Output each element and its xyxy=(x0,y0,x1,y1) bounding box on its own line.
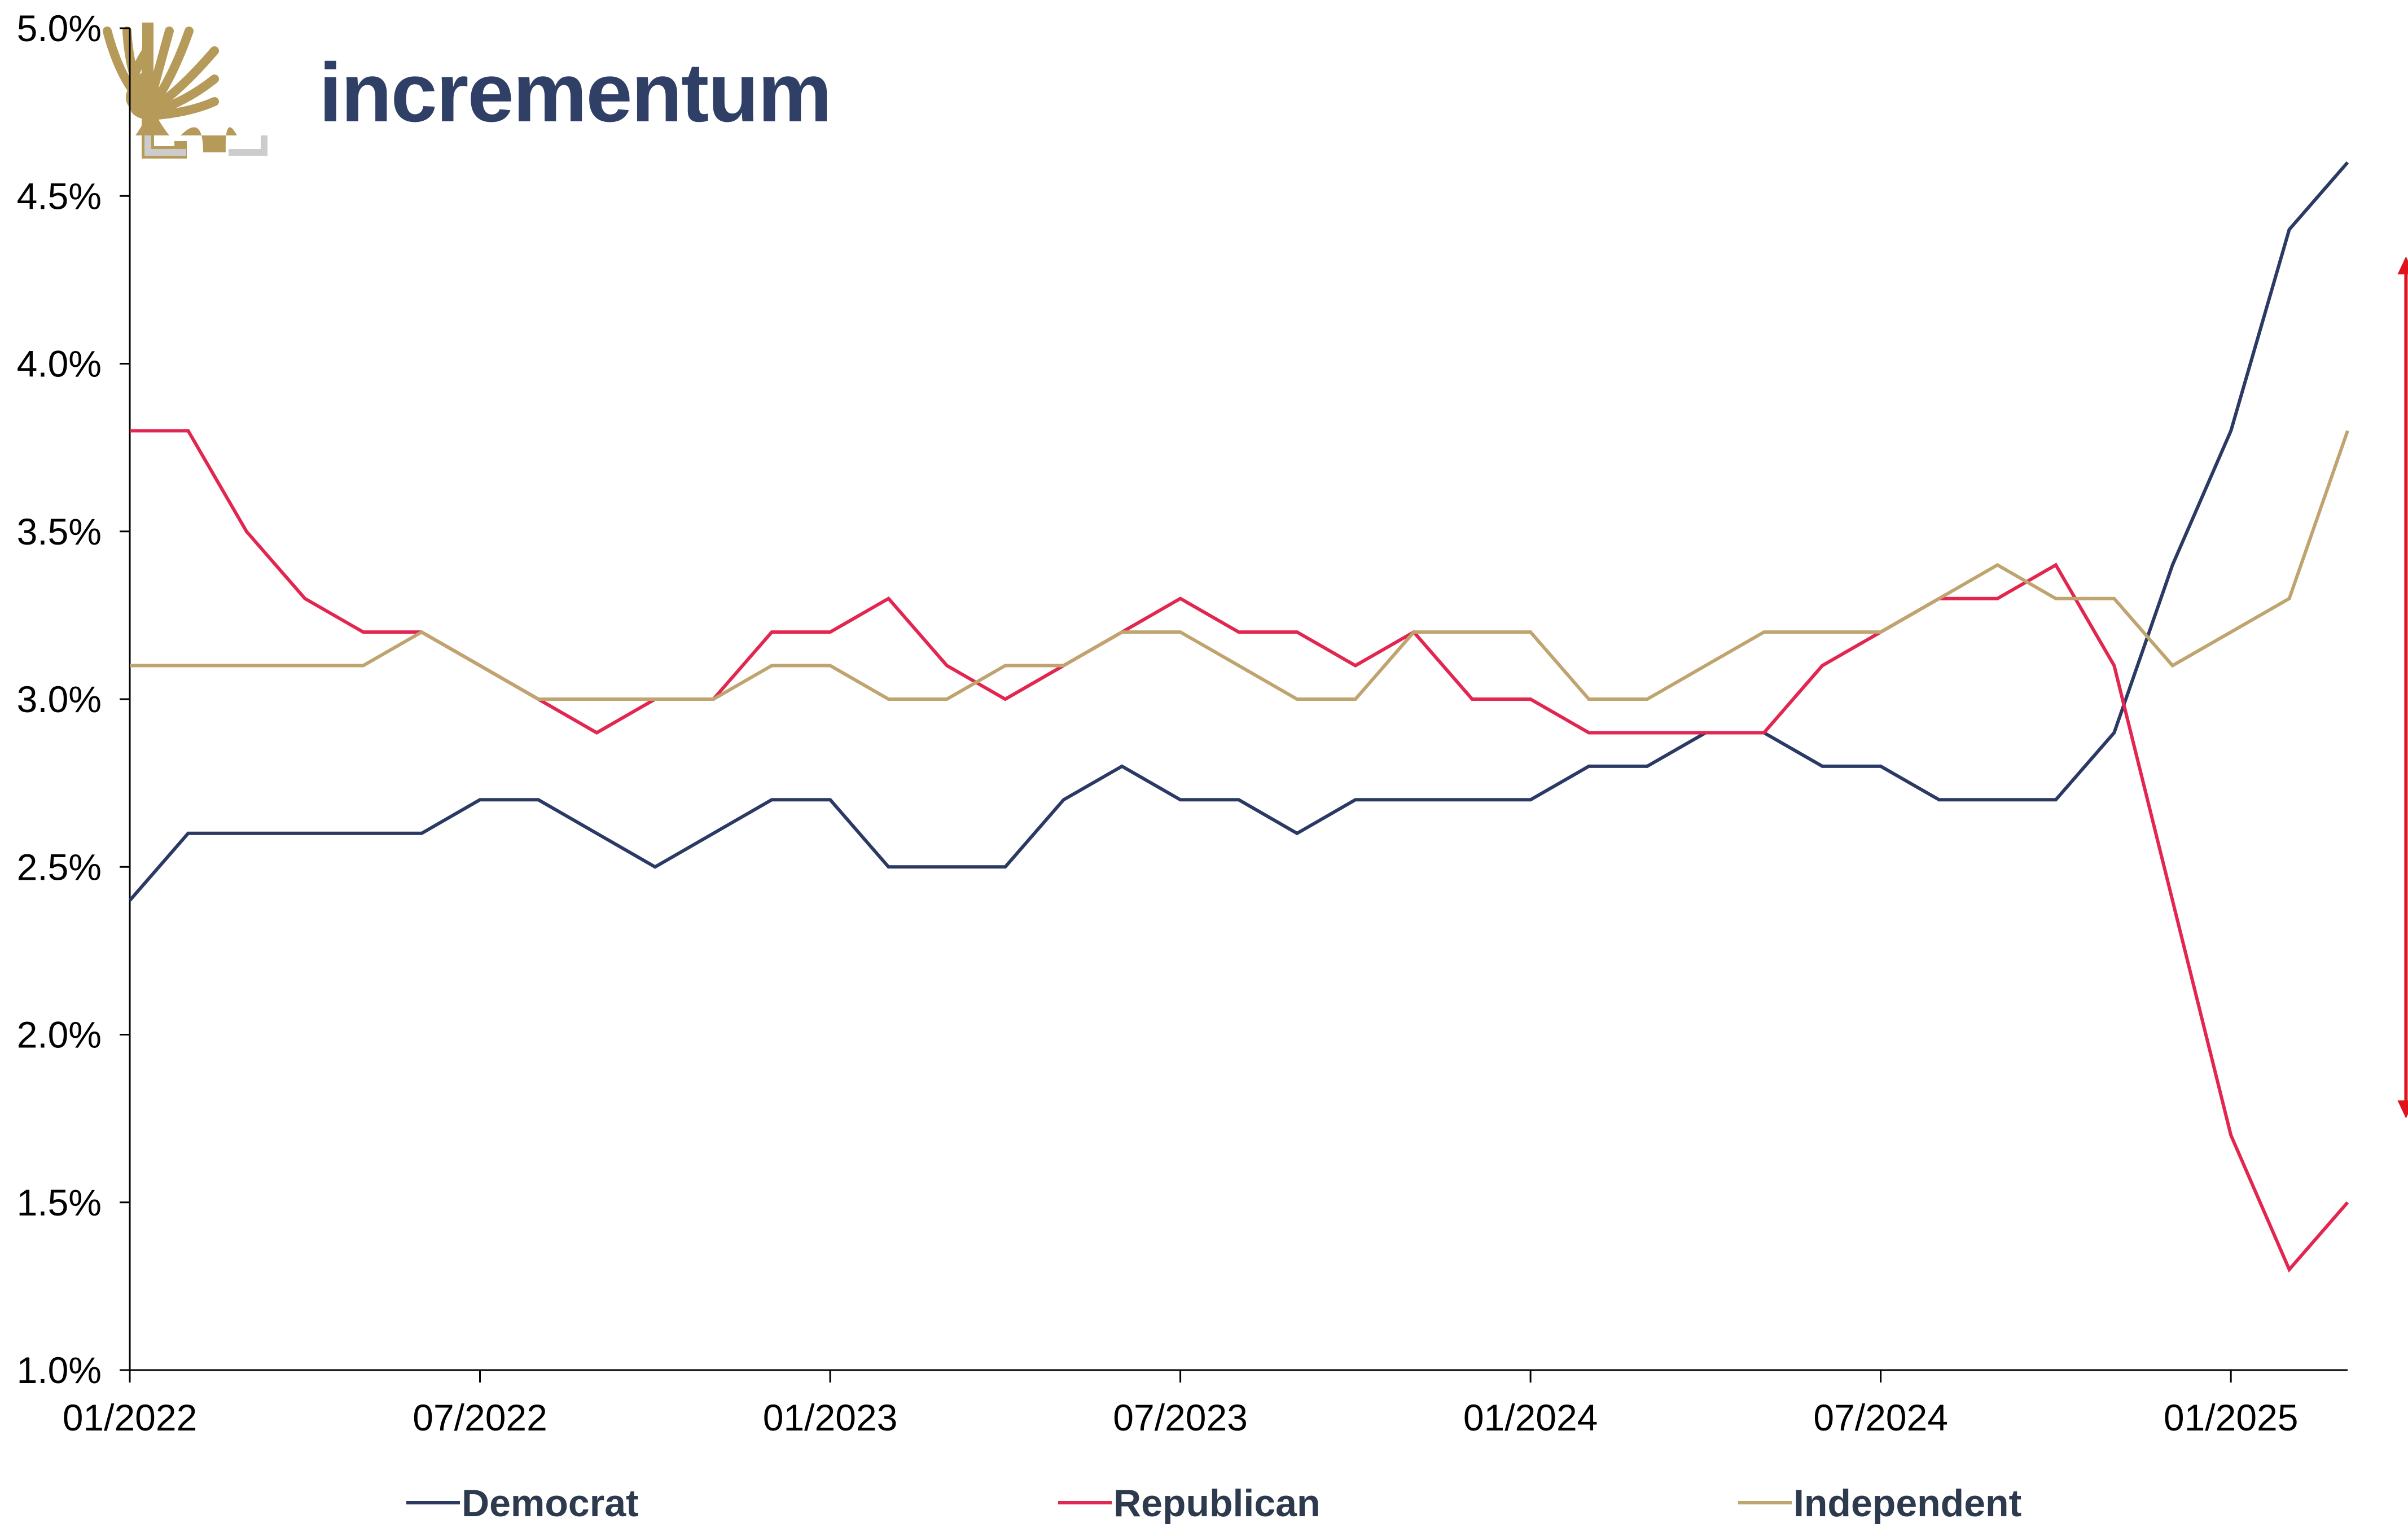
tree-logo-icon xyxy=(103,23,267,159)
tree-branch-4 xyxy=(147,27,194,112)
gap-arrow-head-up xyxy=(2397,256,2408,275)
y-tick-label: 2.5% xyxy=(17,846,102,888)
tree-branch-10 xyxy=(147,97,219,120)
y-tick-label: 4.0% xyxy=(17,343,102,385)
frame-left xyxy=(144,135,186,156)
x-tick-label: 01/2023 xyxy=(763,1397,898,1438)
x-tick-label: 07/2024 xyxy=(1813,1397,1948,1438)
x-tick-label: 01/2024 xyxy=(1463,1397,1598,1438)
legend-item-republican: Republican xyxy=(1058,1482,1321,1525)
x-tick-label: 07/2022 xyxy=(413,1397,547,1438)
frame-right xyxy=(229,135,267,156)
tree-roots xyxy=(181,127,237,152)
y-tick-label: 1.0% xyxy=(17,1349,102,1391)
tree-branch-5 xyxy=(147,46,219,115)
y-tick-label: 5.0% xyxy=(17,7,102,49)
independent-series-line xyxy=(130,430,2349,701)
legend-item-democrat: Democrat xyxy=(406,1482,639,1525)
republican-series-line xyxy=(130,429,2349,1273)
gap-arrow-head-down xyxy=(2397,1100,2408,1119)
y-tick-label: 4.5% xyxy=(17,175,102,217)
tree-branch-8 xyxy=(147,74,219,117)
y-tick-label: 1.5% xyxy=(17,1182,102,1223)
series-layer xyxy=(128,161,2349,1273)
legend: Democrat Republican Independent xyxy=(406,1482,2021,1525)
axes: 1.0% 1.5% 2.0% 2.5% 3.0% 3.5% 4.0% 4.5% 5.0% 01/2… xyxy=(17,7,2348,1438)
republican-legend-label: Republican xyxy=(1113,1482,1321,1525)
x-tick-label: 07/2023 xyxy=(1113,1397,1248,1438)
annotation-layer xyxy=(2397,256,2408,1119)
x-tick-label: 01/2022 xyxy=(63,1397,198,1438)
independent-legend-label: Independent xyxy=(1793,1482,2021,1525)
democrat-legend-label: Democrat xyxy=(462,1482,639,1525)
y-tick-label: 3.5% xyxy=(17,511,102,552)
democrat-series-line xyxy=(128,161,2349,902)
y-tick-label: 3.0% xyxy=(17,678,102,720)
incrementum-logo: incrementum xyxy=(103,23,832,159)
y-tick-label: 2.0% xyxy=(17,1014,102,1056)
logo-text: incrementum xyxy=(319,46,831,139)
legend-item-independent: Independent xyxy=(1738,1482,2021,1525)
x-tick-label: 01/2025 xyxy=(2164,1397,2299,1438)
